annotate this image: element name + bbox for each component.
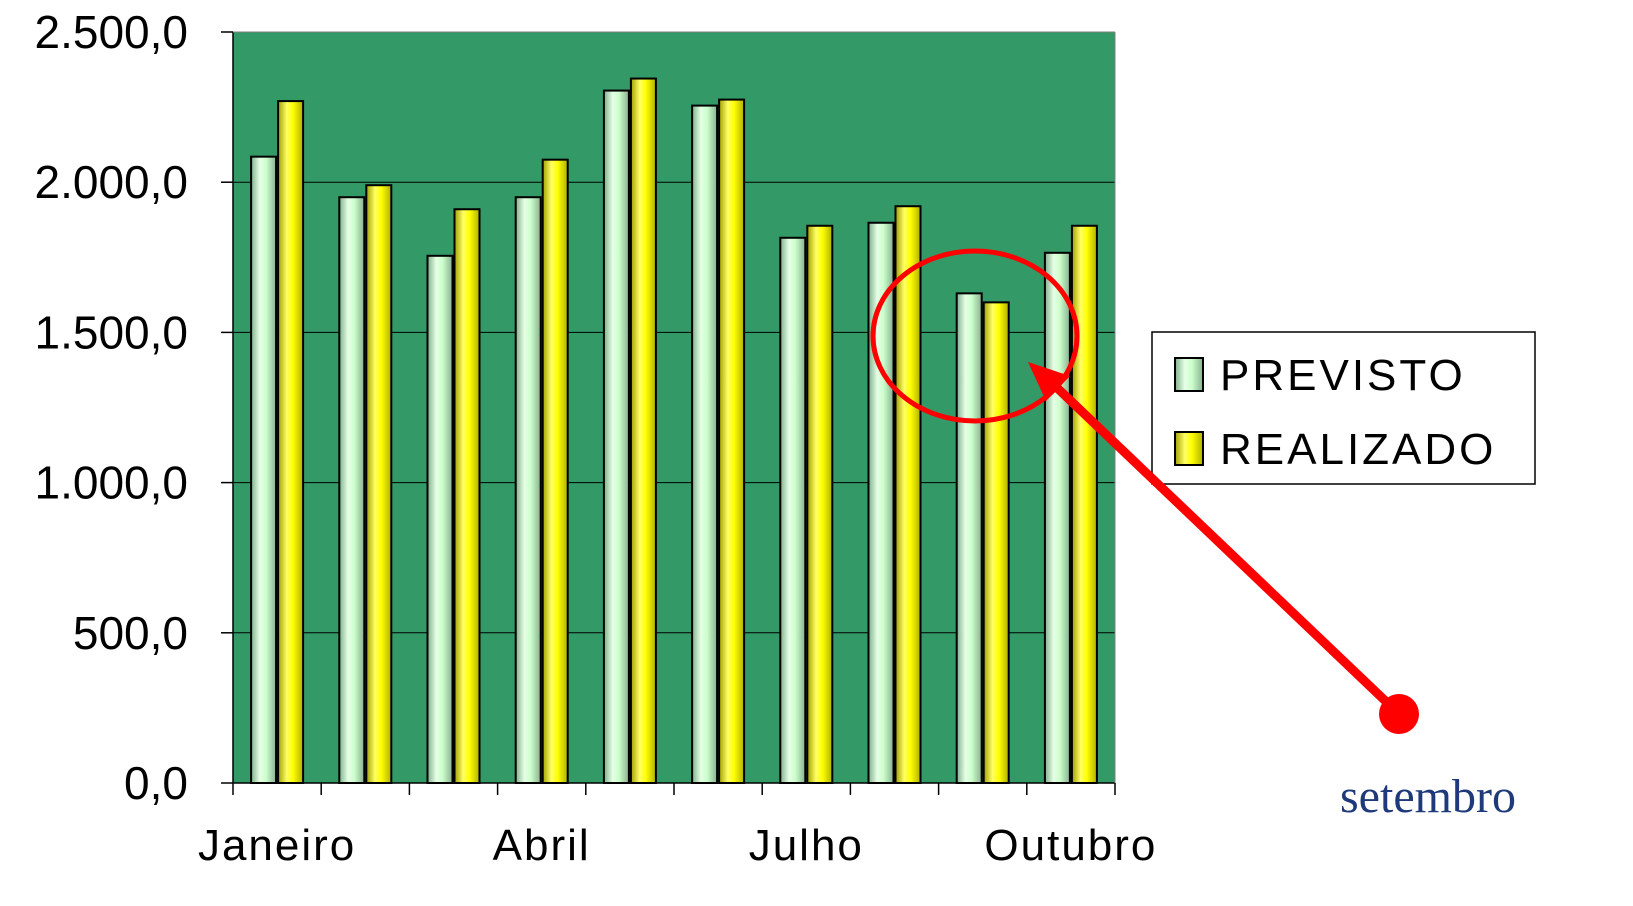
bar-realizado: [453, 208, 481, 784]
bar-realizado: [982, 301, 1010, 784]
bar-realizado: [365, 184, 393, 785]
arrow-head: [1028, 362, 1070, 401]
bar-previsto: [426, 254, 454, 785]
bar-previsto: [867, 221, 895, 784]
y-tick-label: 2.500,0: [35, 6, 188, 58]
bar-realizado: [894, 205, 922, 784]
legend-label-realizado: REALIZADO: [1220, 425, 1496, 474]
bar-realizado: [718, 98, 746, 784]
bar-realizado: [541, 158, 569, 785]
legend-box: [1151, 331, 1536, 485]
arrow-tail-dot: [1379, 694, 1419, 734]
legend-label-previsto: PREVISTO: [1220, 351, 1466, 400]
annotation: setembro: [870, 248, 1516, 823]
bars: [250, 77, 1098, 785]
highlight-circle: [870, 248, 1080, 424]
bar-previsto: [691, 104, 719, 784]
bar-previsto: [602, 89, 630, 784]
y-tick-label: 500,0: [73, 607, 188, 659]
x-tick-label: Janeiro: [198, 821, 356, 870]
bar-previsto: [955, 292, 983, 784]
legend-swatch-previsto: [1174, 357, 1204, 392]
axes: [221, 31, 1116, 795]
y-tick-label: 0,0: [124, 757, 188, 809]
bar-previsto: [250, 155, 278, 784]
legend: PREVISTO REALIZADO: [1151, 331, 1536, 485]
x-tick-label: Julho: [749, 821, 864, 870]
bar-realizado: [1070, 224, 1098, 784]
legend-swatch-realizado: [1174, 431, 1204, 466]
y-tick-label: 1.500,0: [35, 306, 188, 358]
bar-realizado: [277, 100, 305, 785]
annotation-label: setembro: [1340, 770, 1516, 823]
bar-realizado: [806, 224, 834, 784]
bar-previsto: [779, 236, 807, 785]
y-tick-label: 2.000,0: [35, 156, 188, 208]
arrow-shaft: [1047, 378, 1403, 718]
x-tick-label: Outubro: [984, 821, 1157, 870]
bar-previsto: [514, 196, 542, 785]
x-tick-label: Abril: [493, 821, 591, 870]
y-tick-label: 1.000,0: [35, 457, 188, 509]
bar-realizado: [629, 77, 657, 784]
bar-previsto: [1043, 251, 1071, 784]
bar-previsto: [338, 196, 366, 785]
x-tick-labels: Janeiro Abril Julho Outubro: [198, 821, 1157, 870]
y-tick-labels: 0,0 500,0 1.000,0 1.500,0 2.000,0 2.500,0: [35, 6, 188, 809]
